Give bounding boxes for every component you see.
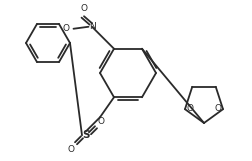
Text: O: O bbox=[98, 117, 105, 126]
Text: S: S bbox=[82, 130, 90, 140]
Text: N: N bbox=[89, 22, 95, 31]
Text: O: O bbox=[186, 104, 194, 113]
Text: O: O bbox=[80, 4, 87, 13]
Text: O: O bbox=[62, 24, 70, 33]
Text: O: O bbox=[214, 104, 222, 113]
Text: O: O bbox=[68, 145, 75, 154]
